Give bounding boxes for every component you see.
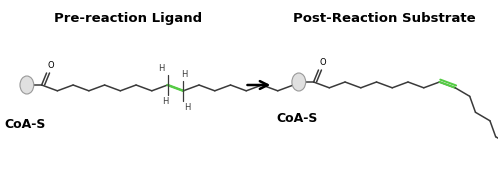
Ellipse shape (20, 76, 34, 94)
Text: H: H (162, 97, 169, 106)
Text: Pre-reaction Ligand: Pre-reaction Ligand (54, 12, 203, 25)
Text: H: H (181, 70, 188, 79)
Text: Post-Reaction Substrate: Post-Reaction Substrate (293, 12, 476, 25)
Text: H: H (184, 103, 190, 112)
Text: O: O (47, 61, 54, 70)
Ellipse shape (292, 73, 306, 91)
Text: H: H (158, 64, 165, 73)
Text: O: O (319, 58, 326, 67)
Text: CoA-S: CoA-S (4, 118, 45, 131)
Text: CoA-S: CoA-S (276, 112, 318, 125)
